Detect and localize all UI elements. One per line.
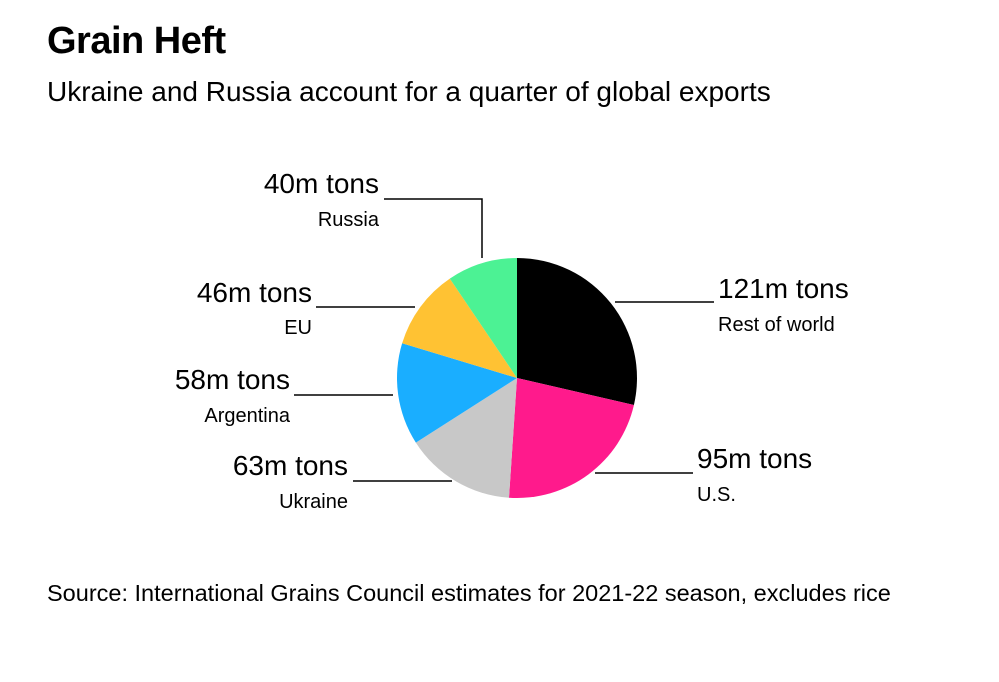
leader-lines [294, 198, 714, 482]
value-label-ukraine: 63m tons [233, 450, 348, 481]
category-label-u-s: U.S. [697, 484, 736, 506]
category-label-eu: EU [284, 317, 312, 339]
value-label-u-s: 95m tons [697, 443, 812, 474]
chart-subtitle: Ukraine and Russia account for a quarter… [47, 76, 771, 107]
pie-slice-rest-of-world [517, 258, 637, 405]
value-label-argentina: 58m tons [175, 364, 290, 395]
category-label-rest-of-world: Rest of world [718, 314, 835, 336]
pie-slice-u-s [508, 378, 634, 498]
pie-slice-russia [449, 258, 517, 378]
pie-slice-ukraine [415, 378, 517, 498]
category-label-ukraine: Ukraine [279, 491, 348, 513]
category-label-russia: Russia [318, 209, 380, 231]
value-label-rest-of-world: 121m tons [718, 273, 849, 304]
category-label-argentina: Argentina [204, 405, 290, 427]
value-label-russia: 40m tons [264, 168, 379, 199]
slice-labels: 121m tons Rest of world 95m tons U.S. 63m to… [175, 168, 849, 513]
source-note: Source: International Grains Council est… [47, 580, 891, 606]
pie-slice-argentina [397, 343, 517, 443]
value-label-eu: 46m tons [197, 277, 312, 308]
chart-title: Grain Heft [47, 20, 226, 62]
pie-chart: 121m tons Rest of world 95m tons U.S. 63m to… [175, 168, 849, 513]
leader-line-russia [384, 198, 483, 258]
pie-slice-eu [402, 278, 517, 378]
pie-slices [397, 258, 637, 498]
